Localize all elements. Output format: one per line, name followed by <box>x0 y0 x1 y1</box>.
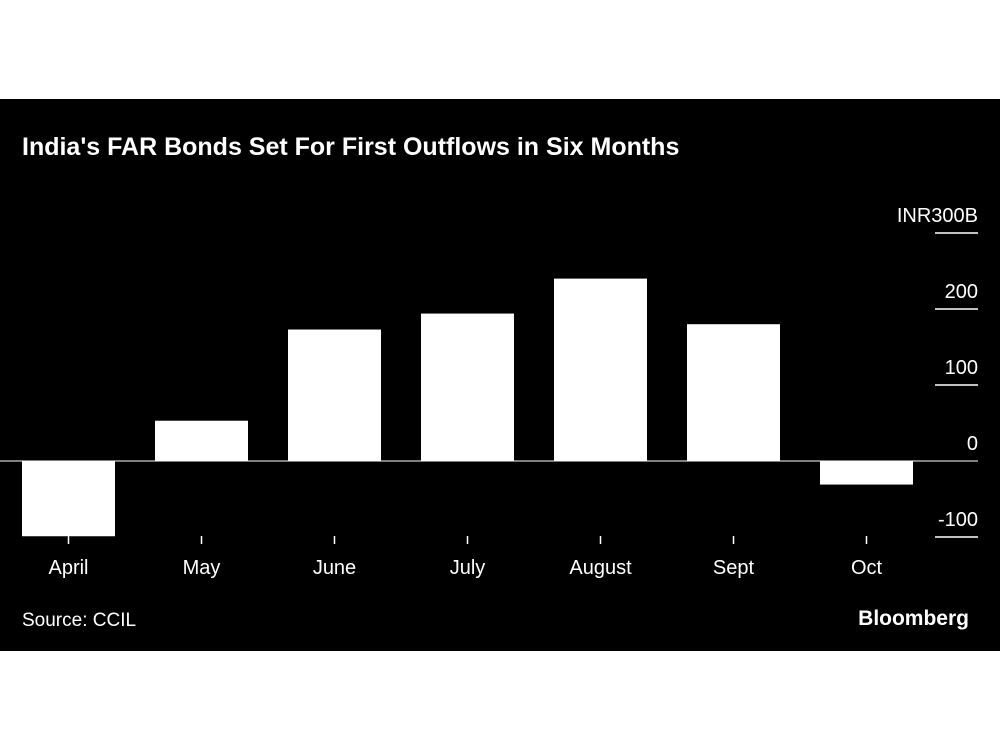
bar-august <box>554 278 647 461</box>
source-note: Source: CCIL <box>22 610 136 631</box>
bar-oct <box>820 461 913 485</box>
bar-may <box>155 420 248 461</box>
bar-june <box>288 329 381 461</box>
x-tick-label-july: July <box>450 557 486 579</box>
bar-april <box>22 461 115 537</box>
chart-panel: India's FAR Bonds Set For First Outflows… <box>0 99 1000 651</box>
bar-july <box>421 313 514 461</box>
y-tick-label-300: INR300B <box>897 205 978 227</box>
x-tick-label-june: June <box>313 557 356 579</box>
bloomberg-logo: Bloomberg <box>858 607 969 630</box>
x-tick-label-sept: Sept <box>713 557 755 579</box>
y-axis: INR300B 200 100 0 -100 <box>897 205 978 538</box>
chart-title: India's FAR Bonds Set For First Outflows… <box>22 133 679 161</box>
y-tick-label-neg100: -100 <box>938 509 978 531</box>
x-tick-label-may: May <box>183 557 221 579</box>
x-tick-label-august: August <box>569 557 632 579</box>
y-tick-label-200: 200 <box>945 281 978 303</box>
bar-sept <box>687 324 780 461</box>
bars-group <box>22 278 913 537</box>
x-axis: April May June July August Sept Oct <box>48 536 882 579</box>
bar-chart: India's FAR Bonds Set For First Outflows… <box>0 133 978 631</box>
x-tick-label-april: April <box>48 557 88 579</box>
y-tick-label-100: 100 <box>945 357 978 379</box>
y-tick-label-0: 0 <box>967 433 978 455</box>
x-tick-label-oct: Oct <box>851 557 883 579</box>
